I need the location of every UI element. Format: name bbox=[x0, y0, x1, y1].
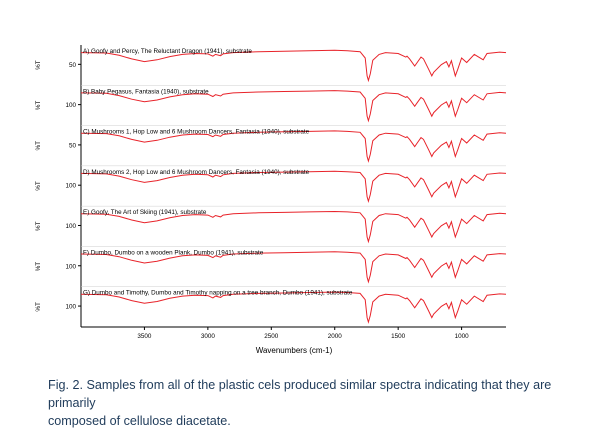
y-axis-label-3: %T bbox=[35, 141, 42, 151]
y-tick-label-4: 100 bbox=[65, 183, 76, 190]
spectrum-line-2 bbox=[80, 90, 507, 123]
panel-label-3: C) Mushrooms 1, Hop Low and 6 Mushroom D… bbox=[83, 129, 310, 136]
panel-label-6: F) Dumbo, Dumbo on a wooden Plank, Dumbo… bbox=[83, 249, 264, 256]
panel-label-5: E) Goofy, The Art of Skiing (1941), subs… bbox=[83, 209, 207, 216]
x-tick-label-6: 1000 bbox=[455, 333, 470, 340]
ftir-spectra-figure: A) Goofy and Percy, The Reluctant Dragon… bbox=[35, 45, 507, 355]
y-axis-label-6: %T bbox=[35, 262, 42, 272]
x-tick-label-3: 2500 bbox=[264, 333, 279, 340]
spectrum-line-6 bbox=[80, 251, 507, 284]
figure-caption: Fig. 2. Samples from all of the plastic … bbox=[48, 376, 596, 430]
x-axis-label: Wavenumbers (cm-1) bbox=[256, 346, 333, 355]
panel-label-4: D) Mushrooms 2, Hop Low and 6 Mushroom D… bbox=[83, 169, 310, 176]
y-axis-label-1: %T bbox=[35, 60, 42, 70]
caption-line-1: Fig. 2. Samples from all of the plastic … bbox=[48, 378, 552, 410]
y-tick-label-3: 50 bbox=[69, 142, 77, 149]
y-axis-label-7: %T bbox=[35, 302, 42, 312]
x-tick-label-1: 3500 bbox=[137, 333, 152, 340]
y-tick-label-7: 100 bbox=[65, 304, 76, 311]
panel-label-1: A) Goofy and Percy, The Reluctant Dragon… bbox=[83, 48, 252, 55]
spectra-panels: A) Goofy and Percy, The Reluctant Dragon… bbox=[35, 48, 507, 324]
spectrum-line-4 bbox=[80, 170, 507, 203]
spectrum-line-5 bbox=[80, 210, 507, 244]
y-tick-label-2: 100 bbox=[65, 102, 76, 109]
y-tick-label-1: 50 bbox=[69, 62, 77, 69]
y-tick-label-5: 100 bbox=[65, 223, 76, 230]
y-axis-label-2: %T bbox=[35, 101, 42, 111]
x-tick-label-2: 3000 bbox=[201, 333, 216, 340]
panel-label-2: B) Baby Pegasus, Fantasia (1940), substr… bbox=[83, 88, 209, 95]
spectrum-line-7 bbox=[80, 291, 507, 324]
y-axis-label-5: %T bbox=[35, 221, 42, 231]
x-tick-label-4: 2000 bbox=[328, 333, 343, 340]
y-tick-label-6: 100 bbox=[65, 263, 76, 270]
spectrum-line-3 bbox=[80, 130, 507, 163]
spectrum-line-1 bbox=[80, 49, 507, 83]
y-axis-label-4: %T bbox=[35, 181, 42, 191]
caption-line-2: composed of cellulose diacetate. bbox=[48, 414, 231, 428]
panel-label-7: G) Dumbo and Timothy, Dumbo and Timothy … bbox=[83, 290, 353, 297]
x-tick-label-5: 1500 bbox=[391, 333, 406, 340]
x-axis-ticks: 3500 3000 2500 2000 1500 1000 bbox=[137, 327, 469, 340]
